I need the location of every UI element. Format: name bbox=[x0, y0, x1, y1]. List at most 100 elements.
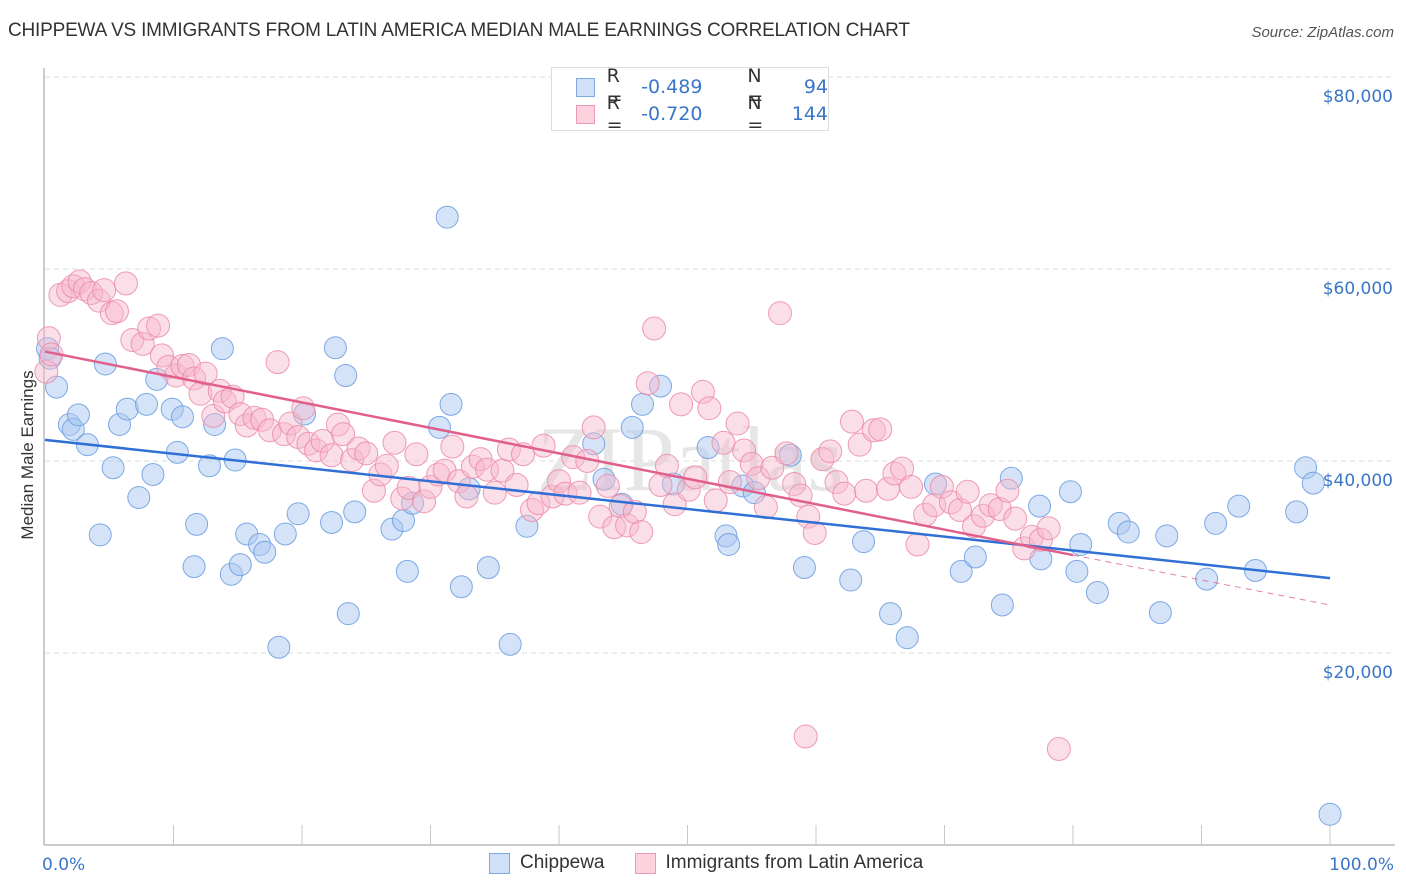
data-point bbox=[92, 278, 117, 303]
data-point bbox=[760, 455, 785, 480]
y-tick-label: $80,000 bbox=[1323, 87, 1393, 107]
series-chippewa bbox=[36, 205, 1342, 826]
data-point bbox=[346, 436, 371, 461]
data-point bbox=[622, 499, 647, 524]
data-point bbox=[662, 492, 687, 517]
data-point bbox=[810, 447, 835, 472]
y-tick-label: $40,000 bbox=[1323, 471, 1393, 491]
data-point bbox=[793, 724, 818, 749]
data-point bbox=[690, 379, 715, 404]
data-point bbox=[354, 441, 379, 466]
data-point bbox=[382, 430, 407, 455]
data-point bbox=[588, 504, 613, 529]
legend-item-chippewa[interactable]: Chippewa bbox=[489, 852, 605, 874]
data-point bbox=[460, 454, 485, 479]
data-point bbox=[861, 418, 886, 443]
data-point bbox=[642, 316, 667, 341]
data-point bbox=[995, 478, 1020, 503]
data-point bbox=[454, 484, 479, 509]
data-point bbox=[963, 545, 987, 569]
data-point bbox=[839, 568, 863, 592]
data-point bbox=[847, 432, 872, 457]
data-point bbox=[631, 392, 655, 416]
data-point bbox=[340, 448, 365, 473]
data-point bbox=[197, 454, 221, 478]
data-point bbox=[654, 453, 679, 478]
data-point bbox=[1058, 480, 1082, 504]
data-point bbox=[531, 433, 556, 458]
data-point bbox=[185, 512, 209, 536]
correlation-legend: R = -0.489 N = 94 R = -0.720 N = 144 bbox=[551, 65, 829, 136]
axes bbox=[43, 68, 1395, 846]
data-point bbox=[854, 478, 879, 503]
trend-line bbox=[44, 350, 1074, 557]
data-point bbox=[88, 523, 112, 547]
data-point bbox=[141, 462, 165, 486]
data-point bbox=[439, 392, 463, 416]
data-point bbox=[296, 431, 321, 456]
legend-swatch-immigrants bbox=[576, 104, 595, 124]
data-point bbox=[234, 413, 259, 438]
n-label: N = bbox=[747, 65, 764, 109]
data-point bbox=[1318, 802, 1342, 826]
data-point bbox=[1204, 511, 1228, 535]
data-point bbox=[852, 530, 876, 554]
data-point bbox=[404, 442, 429, 467]
data-point bbox=[320, 510, 344, 534]
r-label: R = bbox=[606, 65, 623, 109]
data-point bbox=[193, 361, 218, 386]
y-tick-label: $20,000 bbox=[1323, 663, 1393, 683]
data-point bbox=[868, 417, 893, 442]
data-point bbox=[987, 497, 1012, 521]
data-point bbox=[127, 485, 151, 509]
data-point bbox=[374, 453, 399, 478]
data-point bbox=[792, 556, 816, 580]
data-point bbox=[336, 602, 360, 626]
legend-swatch-chippewa bbox=[576, 77, 595, 97]
data-point bbox=[149, 343, 174, 368]
data-point bbox=[567, 480, 592, 505]
data-point bbox=[104, 299, 129, 324]
data-point bbox=[882, 461, 907, 486]
data-point bbox=[1195, 567, 1219, 591]
data-point bbox=[615, 513, 640, 538]
data-point bbox=[824, 470, 849, 495]
data-point bbox=[101, 456, 125, 480]
data-point bbox=[725, 411, 750, 436]
data-point bbox=[832, 481, 857, 506]
data-point bbox=[595, 473, 620, 498]
data-point bbox=[547, 469, 571, 494]
data-point bbox=[137, 316, 162, 341]
legend-row-chippewa: R = -0.489 N = 94 bbox=[576, 65, 828, 109]
data-point bbox=[746, 466, 771, 491]
data-point bbox=[929, 474, 954, 499]
y-axis-label: Median Male Earnings bbox=[18, 370, 37, 539]
data-point bbox=[635, 371, 660, 396]
data-point bbox=[990, 593, 1014, 617]
data-point bbox=[947, 497, 972, 522]
data-point bbox=[802, 521, 827, 545]
source-label: Source: ZipAtlas.com bbox=[1251, 24, 1394, 41]
data-point bbox=[476, 556, 500, 580]
data-point bbox=[768, 301, 793, 326]
data-point bbox=[446, 469, 471, 494]
data-point bbox=[1028, 494, 1052, 518]
r-value: -0.489 bbox=[641, 76, 703, 98]
data-point bbox=[717, 533, 741, 557]
data-point bbox=[1301, 471, 1325, 495]
data-point bbox=[620, 415, 644, 439]
legend-item-immigrants[interactable]: Immigrants from Latin America bbox=[634, 852, 923, 874]
data-point bbox=[774, 441, 799, 466]
data-point bbox=[1065, 559, 1089, 583]
data-point bbox=[661, 472, 685, 496]
data-point bbox=[412, 489, 437, 514]
data-point bbox=[879, 602, 903, 626]
data-point bbox=[228, 553, 252, 577]
data-point bbox=[1116, 520, 1140, 544]
data-point bbox=[1227, 494, 1251, 518]
data-point bbox=[683, 465, 708, 490]
data-point bbox=[435, 205, 459, 229]
data-point bbox=[113, 271, 138, 296]
y-tick-label: $60,000 bbox=[1323, 279, 1393, 299]
data-point bbox=[753, 495, 778, 520]
